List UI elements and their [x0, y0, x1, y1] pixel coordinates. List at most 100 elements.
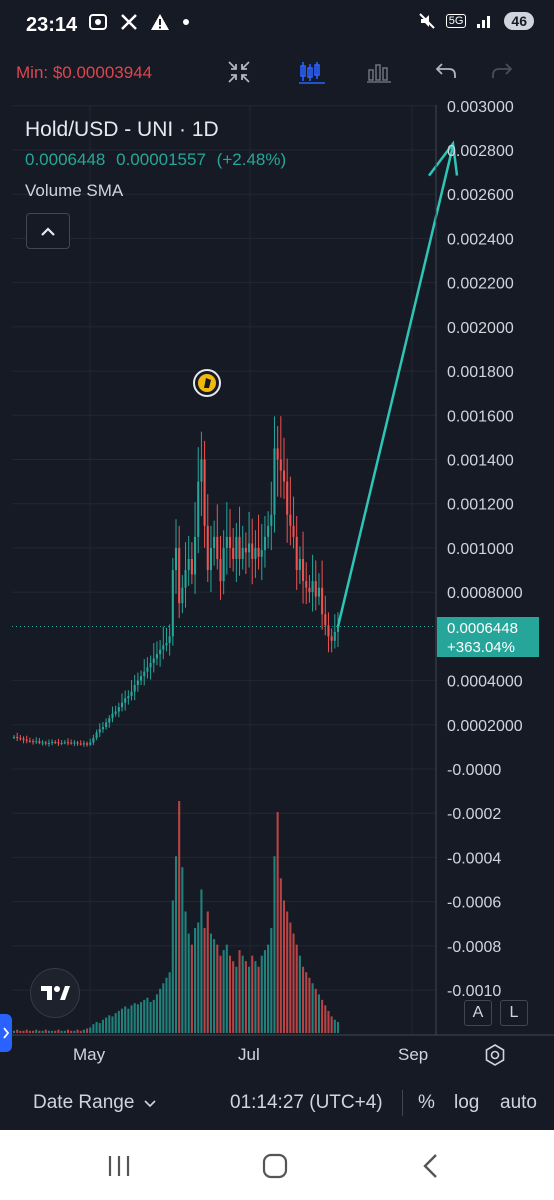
volume-bar	[22, 1030, 25, 1033]
volume-bar	[324, 1005, 327, 1033]
percent-toggle[interactable]: %	[418, 1092, 435, 1113]
candle-body	[270, 514, 273, 526]
candle-body	[267, 525, 270, 537]
volume-bar	[162, 983, 165, 1033]
price-tick-label: 0.0002000	[447, 718, 523, 735]
candle-body	[89, 742, 92, 745]
candle-body	[47, 742, 50, 744]
candle-body	[187, 558, 190, 571]
volume-bar	[114, 1013, 117, 1033]
candle-body	[181, 587, 184, 604]
volume-bar	[232, 961, 235, 1033]
candle-body	[321, 587, 324, 615]
candle-body	[305, 581, 308, 588]
volume-bar	[279, 878, 282, 1033]
candle-body	[165, 642, 168, 646]
candle-body	[219, 558, 222, 582]
volume-bar	[213, 939, 216, 1033]
volume-bar	[263, 950, 266, 1033]
price-tick-label: 0.0004000	[447, 674, 523, 691]
candle-body	[206, 525, 209, 571]
volume-bar	[174, 856, 178, 1033]
price-tick-label: 0.001800	[447, 364, 514, 381]
volume-bar	[155, 994, 158, 1033]
back-icon[interactable]	[420, 1153, 440, 1179]
recent-apps-icon[interactable]	[106, 1154, 132, 1178]
settings-icon[interactable]	[484, 1044, 506, 1066]
volume-bar	[257, 966, 260, 1033]
candle-body	[114, 711, 117, 714]
log-toggle[interactable]: log	[454, 1092, 480, 1113]
price-tag-change: +363.04%	[447, 639, 515, 656]
candle-body	[254, 547, 257, 559]
price-axis: 0.003000 0.002800 0.002600 0.002400 0.002200…	[0, 99, 554, 1036]
candle-body	[41, 742, 44, 744]
price-tick-label: -0.0000	[447, 762, 501, 779]
signal-icon	[477, 16, 491, 28]
volume-bar	[86, 1028, 89, 1033]
volume-bar	[32, 1030, 35, 1033]
auto-scale-button[interactable]: A	[464, 1000, 492, 1026]
candle-body	[232, 547, 235, 559]
candles-icon[interactable]	[298, 59, 326, 85]
volume-bar	[311, 983, 314, 1033]
home-icon[interactable]	[262, 1153, 288, 1179]
candle-body	[190, 558, 193, 575]
volume-sma-label[interactable]: Volume SMA	[25, 181, 124, 200]
date-axis[interactable]: May Jul Sep	[0, 1035, 554, 1075]
volume-bar	[111, 1016, 114, 1033]
candle-body	[54, 742, 57, 744]
candle-body	[279, 459, 282, 471]
volume-bar	[152, 999, 155, 1033]
candle-body	[311, 581, 314, 593]
collapse-arrows-icon[interactable]	[226, 59, 252, 85]
candle-body	[178, 547, 181, 604]
volume-bar	[82, 1029, 85, 1033]
date-range-button[interactable]: Date Range	[33, 1092, 156, 1114]
chart-toolbar: Min: $0.00003944	[0, 50, 554, 95]
candle-body	[82, 743, 85, 745]
volume-bar	[209, 933, 212, 1033]
volume-bar	[101, 1019, 104, 1033]
undo-icon[interactable]	[434, 60, 458, 82]
candle-body	[146, 667, 149, 672]
auto-toggle[interactable]: auto	[500, 1092, 537, 1113]
candle-body	[136, 680, 139, 685]
volume-bar	[327, 1010, 330, 1033]
candle-body	[155, 654, 158, 659]
candle-body	[133, 684, 136, 692]
change-percent: (+2.48%)	[216, 150, 287, 169]
volume-bar	[35, 1029, 38, 1033]
candle-body	[244, 547, 247, 553]
candle-body	[25, 739, 28, 741]
candle-body	[171, 570, 174, 637]
volume-bar	[289, 922, 292, 1033]
candle-body	[308, 587, 311, 593]
side-panel-tab[interactable]	[0, 1014, 12, 1052]
candle-body	[44, 742, 47, 744]
volume-bar	[282, 900, 286, 1033]
chevron-down-icon	[144, 1100, 156, 1108]
volume-bar	[276, 812, 279, 1033]
date-label-sep: Sep	[398, 1045, 429, 1064]
volume-bar	[140, 1002, 143, 1033]
collapse-legend-button[interactable]	[26, 213, 70, 249]
redo-icon[interactable]	[490, 60, 514, 82]
divider	[402, 1090, 403, 1116]
price-chart[interactable]: 0.003000 0.002800 0.002600 0.002400 0.002200…	[0, 0, 554, 1080]
candle-body	[76, 742, 79, 744]
volume-bar	[321, 999, 324, 1033]
log-scale-button[interactable]: L	[500, 1000, 528, 1026]
candle-body	[120, 702, 124, 708]
symbol-title[interactable]: Hold/USD - UNI · 1D	[25, 118, 219, 141]
candle-body	[225, 536, 228, 548]
last-value: 0.0006448	[25, 150, 106, 169]
time-readout[interactable]: 01:14:27 (UTC+4)	[230, 1092, 383, 1113]
chevron-right-icon	[3, 1027, 10, 1039]
candle-body	[260, 550, 263, 557]
tradingview-logo[interactable]	[30, 968, 80, 1018]
bars-icon[interactable]	[366, 59, 392, 85]
volume-bar	[194, 928, 197, 1033]
volume-bar	[117, 1010, 120, 1033]
status-left-icons	[88, 12, 190, 32]
